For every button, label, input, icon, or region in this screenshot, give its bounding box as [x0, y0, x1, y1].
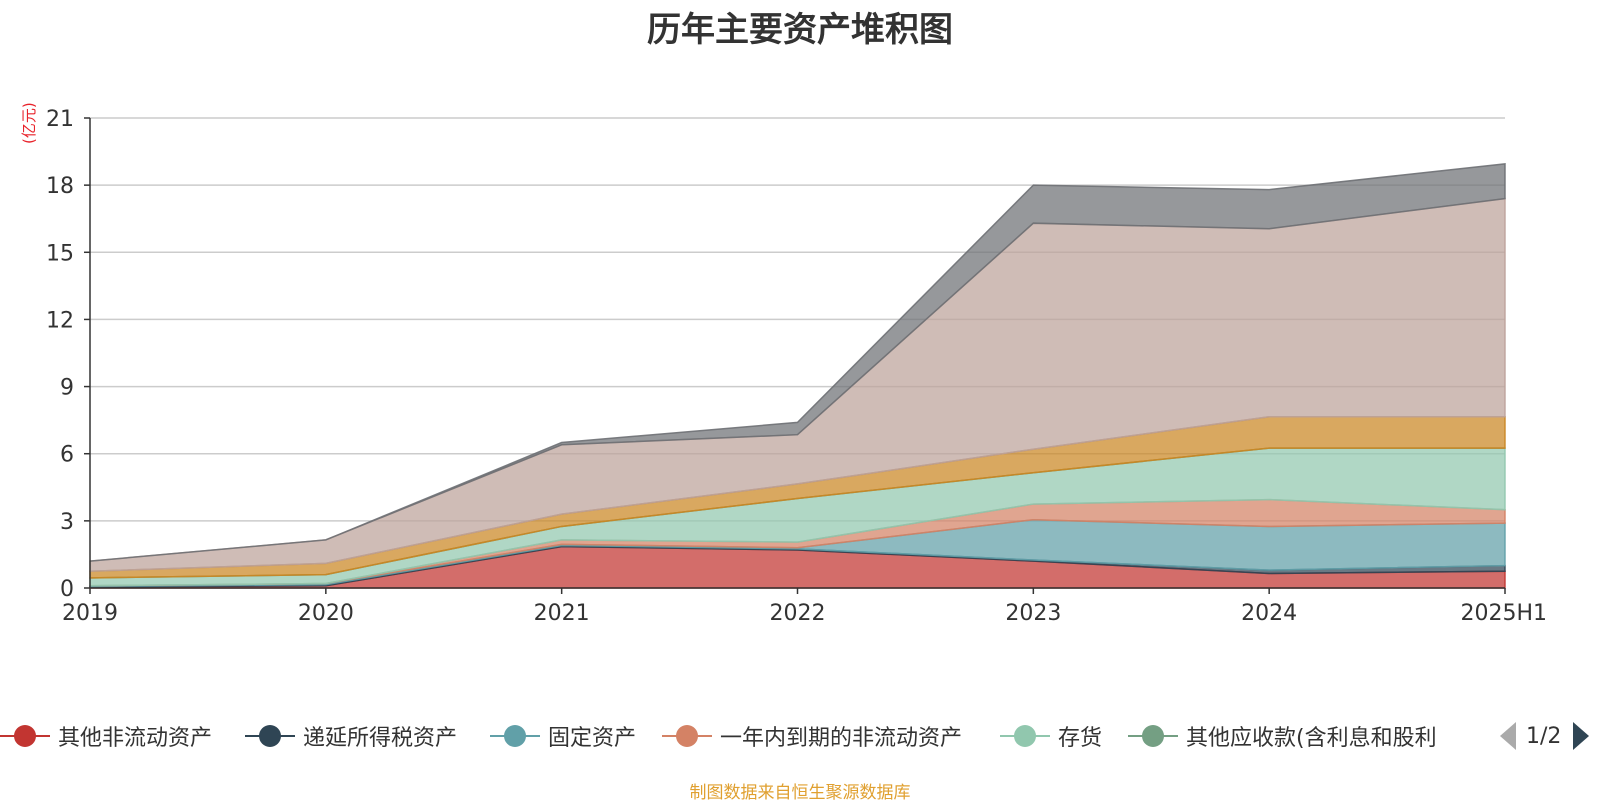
y-tick-label: 18 — [46, 174, 74, 199]
legend-item[interactable]: 递延所得税资产 — [245, 718, 457, 754]
x-tick-label: 2022 — [770, 601, 826, 626]
y-tick-label: 0 — [60, 577, 74, 602]
legend-marker-icon — [1000, 718, 1050, 754]
chart-title: 历年主要资产堆积图 — [647, 10, 953, 50]
y-tick-label: 3 — [60, 510, 74, 535]
y-tick-label: 6 — [60, 443, 74, 468]
legend-marker-icon — [662, 718, 712, 754]
x-tick-label: 2019 — [62, 601, 118, 626]
legend-item[interactable]: 存货 — [1000, 718, 1102, 754]
legend-marker-icon — [245, 718, 295, 754]
prev-page-icon[interactable] — [1500, 722, 1516, 750]
y-tick-label: 9 — [60, 376, 74, 401]
x-tick-label: 2021 — [534, 601, 590, 626]
legend-label: 其他应收款(含利息和股利 — [1186, 726, 1437, 751]
legend: 其他非流动资产 递延所得税资产 固定资产 一年内到期的非流动资产 存货 其他应收款(含利息… — [0, 718, 1600, 754]
legend-item[interactable]: 一年内到期的非流动资产 — [662, 718, 962, 754]
legend-label: 其他非流动资产 — [58, 726, 213, 751]
y-tick-label: 12 — [46, 308, 74, 333]
x-tick-label: 2023 — [1005, 601, 1061, 626]
x-tick-label: 2024 — [1241, 601, 1297, 626]
legend-label: 固定资产 — [548, 726, 637, 751]
legend-marker-icon — [1128, 718, 1178, 754]
legend-label: 存货 — [1058, 726, 1103, 751]
legend-page-indicator: 1/2 — [1526, 723, 1562, 749]
legend-label: 一年内到期的非流动资产 — [720, 726, 963, 751]
next-page-icon[interactable] — [1573, 722, 1590, 750]
data-source-note: 制图数据来自恒生聚源数据库 — [689, 783, 911, 803]
legend-marker-icon — [490, 718, 540, 754]
legend-item[interactable]: 其他应收款(含利息和股利 — [1128, 718, 1437, 754]
x-tick-label: 2025H1 — [1460, 601, 1547, 626]
legend-pager: 1/2 — [1500, 718, 1590, 754]
legend-item[interactable]: 固定资产 — [490, 718, 636, 754]
legend-label: 递延所得税资产 — [303, 726, 458, 751]
y-tick-label: 21 — [46, 107, 74, 132]
legend-item[interactable]: 其他非流动资产 — [0, 718, 212, 754]
x-tick-label: 2020 — [298, 601, 354, 626]
legend-marker-icon — [0, 718, 50, 754]
area-series-8[interactable] — [89, 163, 1506, 562]
y-tick-label: 15 — [46, 241, 74, 266]
